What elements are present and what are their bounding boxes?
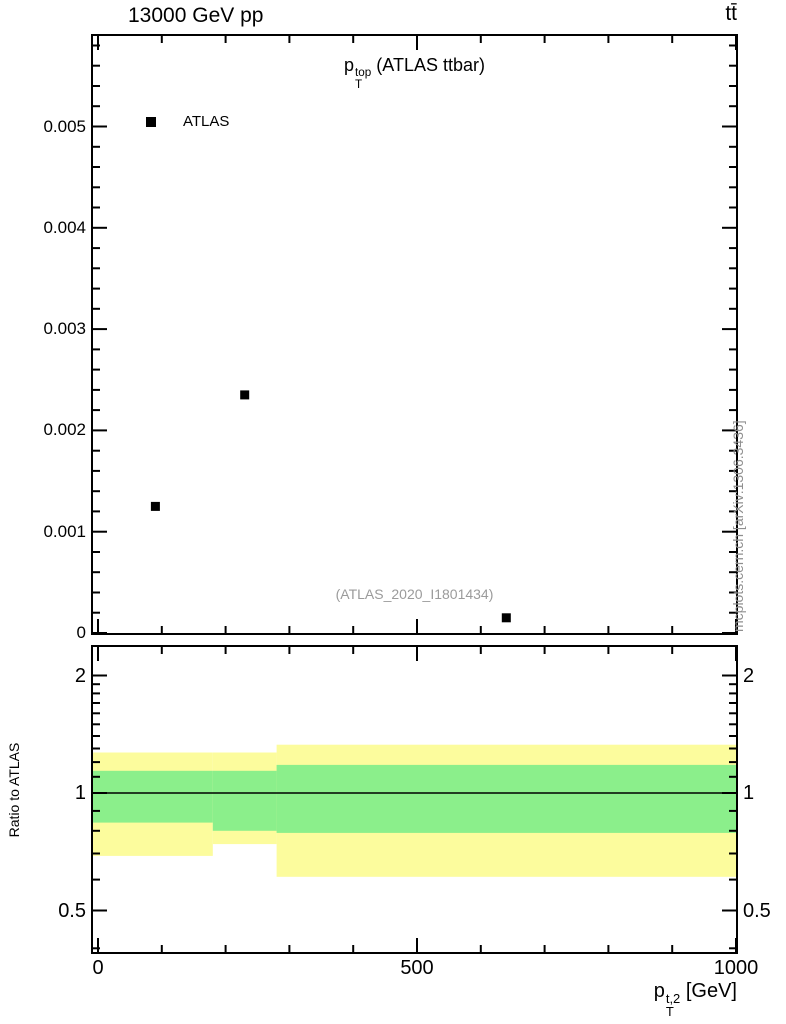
- tick-label: 1: [74, 782, 86, 804]
- ratio-y-axis-label: Ratio to ATLAS: [6, 742, 22, 838]
- tick-label: 0.002: [43, 420, 86, 440]
- y-axis-label: d2σfid d2{pt,2T ⊗dot Njets} } [pb/GeV]: [0, 38, 4, 338]
- tick-label: 0.5: [743, 899, 771, 922]
- title-rest: (ATLAS ttbar): [376, 55, 485, 75]
- title-p: p: [344, 55, 355, 75]
- mcplots-side-note: mcplots.cern.ch [arXiv:1306.3436]: [730, 420, 746, 632]
- tick-label: 0.5: [58, 899, 86, 922]
- y-axis-denominator: d2{pt,2T ⊗dot Njets}: [0, 217, 2, 338]
- x-axis-title: p t,2 T [GeV]: [653, 980, 737, 1019]
- tick-label: 2: [74, 664, 86, 687]
- title-subsup: top T: [355, 66, 372, 91]
- y-axis-fraction: d2σfid d2{pt,2T ⊗dot Njets}: [0, 217, 2, 338]
- tick-label: 2: [743, 664, 755, 687]
- tick-label: 0: [76, 623, 86, 642]
- legend: ATLAS: [146, 113, 229, 130]
- tick-label: 500: [400, 957, 434, 979]
- legend-square-marker-icon: [146, 116, 156, 127]
- tick-label: 1: [743, 782, 755, 804]
- tick-label: 1000: [713, 957, 759, 979]
- tick-label: 0.003: [43, 319, 86, 339]
- legend-label: ATLAS: [183, 113, 230, 130]
- analysis-watermark: (ATLAS_2020_I1801434): [335, 586, 494, 602]
- plot-title: p top T (ATLAS ttbar): [92, 55, 737, 91]
- header-energy: 13000 GeV pp: [128, 4, 264, 27]
- header-process: tt̄: [725, 2, 737, 25]
- tick-label: 0.005: [43, 116, 86, 136]
- tick-label: 0: [92, 957, 104, 979]
- tick-label: 0.004: [43, 217, 86, 237]
- tick-label: 0.001: [43, 521, 86, 541]
